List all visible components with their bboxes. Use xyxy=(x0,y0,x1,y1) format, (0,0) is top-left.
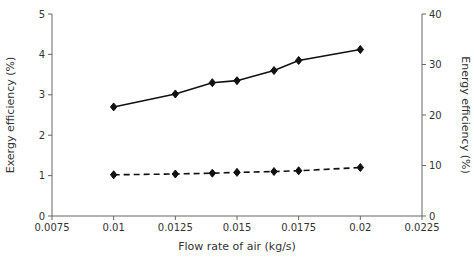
y-tick xyxy=(48,94,52,95)
series-marker xyxy=(295,56,301,64)
x-tick xyxy=(298,216,299,220)
x-axis-label: Flow rate of air (kg/s) xyxy=(178,240,296,253)
y2-tick xyxy=(422,14,426,15)
series-line xyxy=(114,50,361,107)
chart: 0.00750.010.01250.0150.01750.020.0225012… xyxy=(0,0,474,258)
series-marker xyxy=(357,46,363,54)
series-marker xyxy=(209,79,215,87)
y-axis-label: Exergy efficiency (%) xyxy=(4,57,17,174)
series-marker xyxy=(295,167,301,175)
y-tick xyxy=(48,14,52,15)
y2-tick xyxy=(422,216,426,217)
series-marker xyxy=(234,168,240,176)
x-tick xyxy=(113,216,114,220)
series-marker xyxy=(172,90,178,98)
series-marker xyxy=(110,103,116,111)
x-tick xyxy=(237,216,238,220)
y2-tick-label: 0 xyxy=(429,211,435,222)
y-tick-label: 1 xyxy=(39,170,45,181)
y2-tick-label: 30 xyxy=(429,59,442,70)
x-tick xyxy=(360,216,361,220)
y2-tick-label: 40 xyxy=(429,9,442,20)
y-tick-label: 4 xyxy=(39,49,45,60)
x-tick-label: 0.0125 xyxy=(158,222,193,233)
series-marker xyxy=(234,77,240,85)
y2-tick xyxy=(422,64,426,65)
x-tick-label: 0.01 xyxy=(103,222,125,233)
x-tick-label: 0.0075 xyxy=(35,222,70,233)
y-tick-label: 3 xyxy=(39,89,45,100)
y2-tick-label: 10 xyxy=(429,160,442,171)
y-tick xyxy=(48,135,52,136)
x-tick xyxy=(175,216,176,220)
y-tick xyxy=(48,175,52,176)
chart-container: 0.00750.010.01250.0150.01750.020.0225012… xyxy=(0,0,474,258)
y-axis-line xyxy=(52,14,53,216)
x-tick-label: 0.0175 xyxy=(281,222,316,233)
series-marker xyxy=(172,170,178,178)
x-tick-label: 0.015 xyxy=(223,222,252,233)
y2-tick-label: 20 xyxy=(429,110,442,121)
x-tick xyxy=(422,216,423,220)
y2-tick xyxy=(422,115,426,116)
y2-tick xyxy=(422,165,426,166)
y-tick xyxy=(48,54,52,55)
y2-axis-label: Energy efficiency (%) xyxy=(459,56,472,173)
series-marker xyxy=(209,169,215,177)
y-tick xyxy=(48,216,52,217)
series-marker xyxy=(271,67,277,75)
x-tick-label: 0.0225 xyxy=(405,222,440,233)
y-tick-label: 0 xyxy=(39,211,45,222)
series-marker xyxy=(110,171,116,179)
x-tick-label: 0.02 xyxy=(349,222,371,233)
plot-area xyxy=(110,46,363,179)
series-marker xyxy=(357,164,363,172)
series-marker xyxy=(271,168,277,176)
y-tick-label: 2 xyxy=(39,130,45,141)
y-tick-label: 5 xyxy=(39,9,45,20)
x-tick xyxy=(52,216,53,220)
